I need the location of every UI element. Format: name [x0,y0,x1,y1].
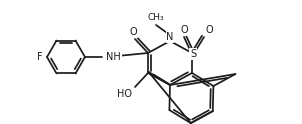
Text: O: O [129,27,137,37]
Text: HO: HO [117,89,132,99]
Text: S: S [190,49,196,59]
Text: N: N [166,32,174,42]
Text: O: O [180,25,188,35]
Text: CH₃: CH₃ [148,14,164,22]
Text: NH: NH [106,52,121,62]
Text: O: O [206,25,214,35]
Text: F: F [37,52,43,62]
